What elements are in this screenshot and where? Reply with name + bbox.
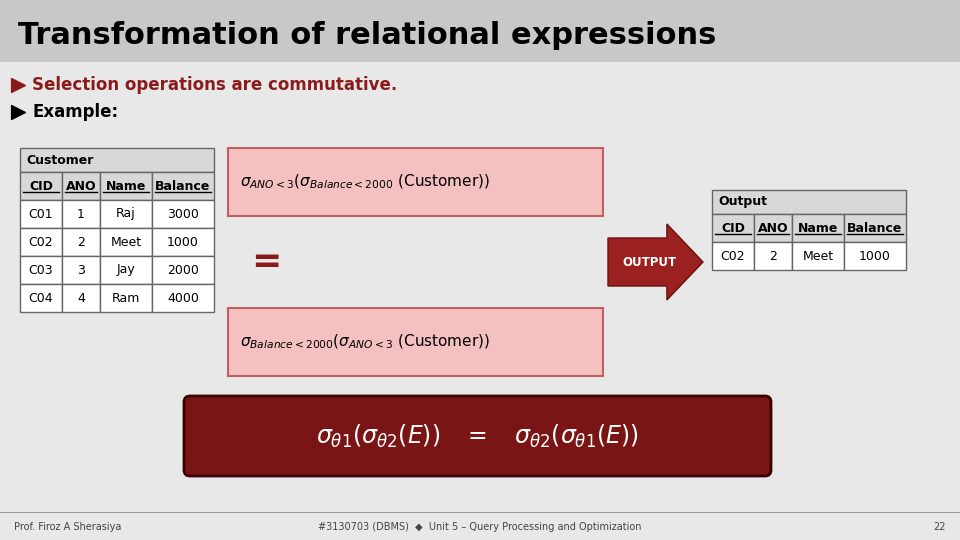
FancyBboxPatch shape <box>228 148 603 216</box>
FancyBboxPatch shape <box>754 214 792 242</box>
FancyBboxPatch shape <box>62 284 100 312</box>
Text: CID: CID <box>721 221 745 234</box>
FancyBboxPatch shape <box>20 228 62 256</box>
FancyBboxPatch shape <box>100 284 152 312</box>
Text: C03: C03 <box>29 264 54 276</box>
FancyBboxPatch shape <box>100 256 152 284</box>
Text: OUTPUT: OUTPUT <box>623 255 677 268</box>
Text: 2: 2 <box>77 235 84 248</box>
Text: C02: C02 <box>29 235 54 248</box>
Text: Meet: Meet <box>110 235 141 248</box>
Text: 1000: 1000 <box>859 249 891 262</box>
Text: 3000: 3000 <box>167 207 199 220</box>
FancyBboxPatch shape <box>844 214 906 242</box>
Text: Selection operations are commutative.: Selection operations are commutative. <box>32 76 397 94</box>
FancyBboxPatch shape <box>20 256 62 284</box>
FancyBboxPatch shape <box>20 284 62 312</box>
FancyBboxPatch shape <box>844 242 906 270</box>
Text: Meet: Meet <box>803 249 833 262</box>
FancyBboxPatch shape <box>100 200 152 228</box>
FancyBboxPatch shape <box>152 284 214 312</box>
FancyBboxPatch shape <box>62 172 100 200</box>
FancyBboxPatch shape <box>792 214 844 242</box>
Text: ANO: ANO <box>65 179 96 192</box>
FancyBboxPatch shape <box>712 242 754 270</box>
Text: ANO: ANO <box>757 221 788 234</box>
Text: 4: 4 <box>77 292 84 305</box>
Text: 4000: 4000 <box>167 292 199 305</box>
Text: Raj: Raj <box>116 207 136 220</box>
Text: =: = <box>251 245 281 279</box>
Text: Example:: Example: <box>32 103 118 121</box>
Text: C01: C01 <box>29 207 54 220</box>
FancyBboxPatch shape <box>754 242 792 270</box>
Text: $\sigma_{\theta1}(\sigma_{\theta2}(E))$   $=$   $\sigma_{\theta2}(\sigma_{\theta: $\sigma_{\theta1}(\sigma_{\theta2}(E))$ … <box>316 422 639 450</box>
FancyBboxPatch shape <box>712 190 906 214</box>
Text: 3: 3 <box>77 264 84 276</box>
Text: C02: C02 <box>721 249 745 262</box>
FancyBboxPatch shape <box>0 0 960 62</box>
Text: CID: CID <box>29 179 53 192</box>
Text: 2: 2 <box>769 249 777 262</box>
Text: Balance: Balance <box>156 179 210 192</box>
FancyBboxPatch shape <box>62 200 100 228</box>
Text: Name: Name <box>798 221 838 234</box>
FancyBboxPatch shape <box>100 172 152 200</box>
FancyBboxPatch shape <box>792 242 844 270</box>
Text: 1: 1 <box>77 207 84 220</box>
FancyBboxPatch shape <box>20 148 214 172</box>
FancyBboxPatch shape <box>712 214 754 242</box>
FancyBboxPatch shape <box>62 256 100 284</box>
Polygon shape <box>608 224 703 300</box>
FancyBboxPatch shape <box>228 308 603 376</box>
Text: 1000: 1000 <box>167 235 199 248</box>
FancyBboxPatch shape <box>152 200 214 228</box>
Text: Name: Name <box>106 179 146 192</box>
Text: $\sigma_{ANO<3}$($\sigma_{Balance<2000}$ (Customer)): $\sigma_{ANO<3}$($\sigma_{Balance<2000}$… <box>240 173 490 191</box>
FancyBboxPatch shape <box>20 172 62 200</box>
FancyBboxPatch shape <box>184 396 771 476</box>
FancyBboxPatch shape <box>62 228 100 256</box>
Text: Prof. Firoz A Sherasiya: Prof. Firoz A Sherasiya <box>14 522 121 532</box>
Text: 2000: 2000 <box>167 264 199 276</box>
FancyBboxPatch shape <box>152 172 214 200</box>
FancyBboxPatch shape <box>152 228 214 256</box>
Text: Output: Output <box>718 195 767 208</box>
Text: Balance: Balance <box>848 221 902 234</box>
Text: #3130703 (DBMS)  ◆  Unit 5 – Query Processing and Optimization: #3130703 (DBMS) ◆ Unit 5 – Query Process… <box>319 522 641 532</box>
Text: Jay: Jay <box>116 264 135 276</box>
Text: 22: 22 <box>933 522 946 532</box>
FancyBboxPatch shape <box>152 256 214 284</box>
Text: $\sigma_{Balance<2000}$($\sigma_{ANO<3}$ (Customer)): $\sigma_{Balance<2000}$($\sigma_{ANO<3}$… <box>240 333 490 351</box>
Text: Transformation of relational expressions: Transformation of relational expressions <box>18 22 716 51</box>
Text: Customer: Customer <box>26 153 93 166</box>
Text: C04: C04 <box>29 292 54 305</box>
FancyBboxPatch shape <box>20 200 62 228</box>
Text: Ram: Ram <box>111 292 140 305</box>
FancyBboxPatch shape <box>100 228 152 256</box>
